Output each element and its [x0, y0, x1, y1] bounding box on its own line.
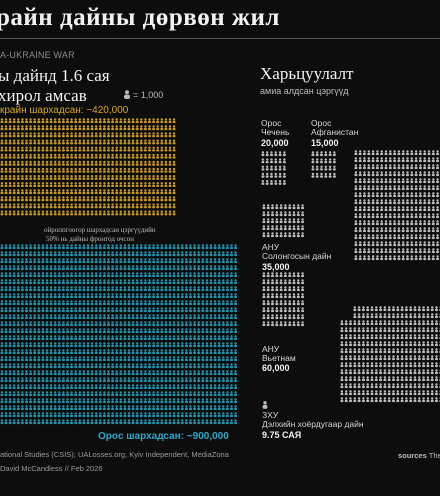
korea-country: АНУ [262, 242, 280, 252]
sources-word: sources [398, 451, 427, 460]
vietnam-value: 60,000 [262, 363, 290, 373]
legend-unit: = 1,000 [133, 90, 164, 100]
page-title: райн дайны дөрвөн жил [0, 4, 280, 31]
ww2-person-icon [262, 401, 268, 409]
comparison-subheading: амиа алдсан цэргүүд [260, 86, 349, 96]
korea-value: 35,000 [262, 262, 290, 272]
russia-wounded-label: Орос шархадсан: ~900,000 [98, 431, 229, 442]
chechnya-country: Орос [261, 118, 282, 128]
vietnam-country: АНУ [262, 344, 280, 354]
chechnya-value: 20,000 [261, 138, 289, 148]
left-heading-line1: ы дайнд 1.6 сая [0, 66, 110, 85]
ww2-value: 9.75 САЯ [262, 430, 302, 440]
ww2-country: ЗХУ [262, 410, 279, 420]
comparison-heading: Харьцуулалт [260, 64, 354, 83]
ww2-war: Дэлхийн хоёрдугаар дайн [262, 419, 364, 429]
afghanistan-war: Афганистан [311, 127, 359, 137]
source-credits: ational Studies (CSIS); UALosses.org, Ky… [0, 450, 229, 459]
left-heading-line2: хирол амсав [0, 86, 87, 105]
chechnya-war: Чечень [261, 127, 290, 137]
ukraine-wounded-pictogram [0, 118, 176, 216]
afghanistan-pictogram [311, 151, 336, 178]
chechnya-pictogram [261, 151, 286, 185]
title-divider [0, 38, 440, 39]
author-credit: David McCandless // Feb 2026 [0, 464, 103, 473]
vietnam-war: Вьетнам [262, 353, 296, 363]
russia-wounded-pictogram [0, 244, 238, 425]
person-legend-icon [124, 90, 130, 99]
ww2-pictogram-upper [354, 150, 440, 261]
afghanistan-value: 15,000 [311, 138, 339, 148]
sources-link[interactable]: sources The E [398, 451, 440, 460]
ww2-pictogram-lower [340, 306, 440, 403]
ukraine-wounded-label: крайн шархадсан: ~420,000 [0, 105, 129, 116]
europe-note-line1: ойроппгоогор шархадсан цэргүүдийн [44, 226, 156, 234]
sources-rest: The E [428, 451, 440, 460]
afghanistan-country: Орос [311, 118, 332, 128]
europe-note-line2: 50% нь дайны фронтод очсон [46, 235, 134, 243]
korea-war: Солонгосын дайн [262, 251, 332, 261]
kicker-label: A-UKRAINE WAR [0, 50, 75, 60]
vietnam-pictogram [262, 272, 305, 327]
korea-pictogram [262, 204, 305, 238]
